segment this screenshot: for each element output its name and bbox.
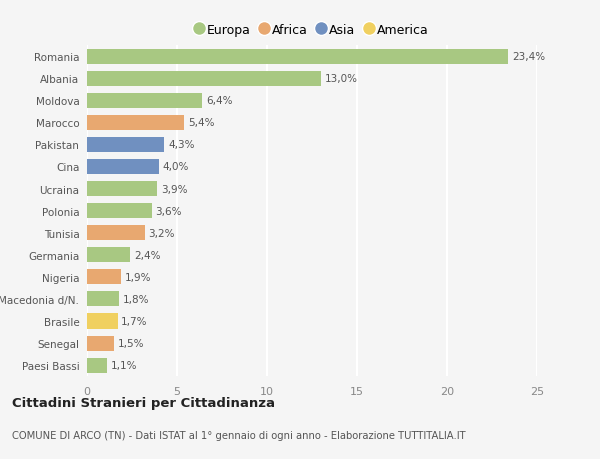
Text: 3,2%: 3,2% [148,228,175,238]
Bar [87,314,118,329]
Bar [87,336,114,351]
Text: 13,0%: 13,0% [325,74,358,84]
Bar [87,292,119,307]
Bar [87,94,202,108]
Text: Cittadini Stranieri per Cittadinanza: Cittadini Stranieri per Cittadinanza [12,396,275,409]
Legend: Europa, Africa, Asia, America: Europa, Africa, Asia, America [196,24,428,37]
Bar [87,138,164,152]
Text: 2,4%: 2,4% [134,250,160,260]
Text: 4,0%: 4,0% [163,162,189,172]
Text: 5,4%: 5,4% [188,118,214,128]
Bar [87,160,159,174]
Text: 3,6%: 3,6% [155,206,182,216]
Bar [87,72,321,86]
Bar [87,116,184,130]
Text: 1,7%: 1,7% [121,316,148,326]
Text: 4,3%: 4,3% [168,140,194,150]
Bar [87,226,145,241]
Text: 23,4%: 23,4% [512,52,545,62]
Bar [87,204,152,218]
Text: 1,9%: 1,9% [125,272,151,282]
Bar [87,182,157,196]
Text: 1,8%: 1,8% [123,294,149,304]
Text: 3,9%: 3,9% [161,184,187,194]
Bar [87,248,130,263]
Bar [87,358,107,373]
Text: COMUNE DI ARCO (TN) - Dati ISTAT al 1° gennaio di ogni anno - Elaborazione TUTTI: COMUNE DI ARCO (TN) - Dati ISTAT al 1° g… [12,431,466,440]
Text: 1,5%: 1,5% [118,338,144,348]
Text: 6,4%: 6,4% [206,96,232,106]
Bar [87,270,121,285]
Bar [87,50,508,64]
Text: 1,1%: 1,1% [110,360,137,370]
